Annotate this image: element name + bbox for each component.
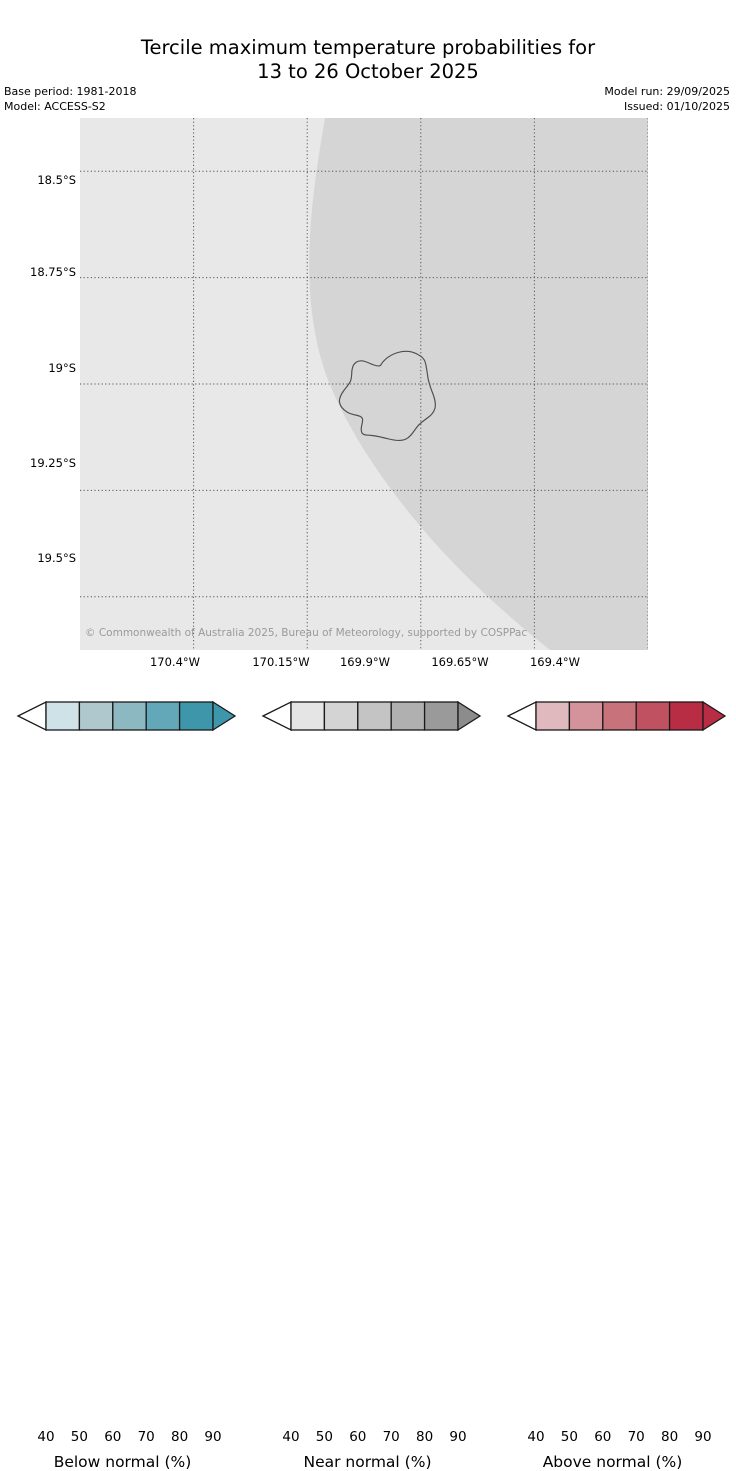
- colorbar-above-normal-ticks: 40 50 60 70 80 90: [490, 1429, 735, 1447]
- cbar1-tick-0: 40: [282, 1429, 300, 1445]
- ytick-label-0: 18.5°S: [37, 173, 76, 187]
- cbar2-under-arrow: [506, 700, 537, 732]
- cbar0-tick-0: 40: [37, 1429, 55, 1445]
- cbar0-swatch-3: [145, 701, 181, 731]
- cbar1-tick-3: 70: [382, 1429, 400, 1445]
- issued-text: Issued: 01/10/2025: [623, 100, 730, 113]
- model-text: Model: ACCESS-S2: [4, 100, 106, 113]
- colorbar-below-normal-ticks: 40 50 60 70 80 90: [0, 1429, 245, 1447]
- cbar0-tick-2: 60: [104, 1429, 122, 1445]
- colorbar-below-normal[interactable]: 40 50 60 70 80 90 Below normal (%): [0, 695, 245, 1471]
- island-coastline: [338, 350, 436, 442]
- cbar2-swatch-3: [635, 701, 671, 731]
- cbar0-tick-3: 70: [137, 1429, 155, 1445]
- cbar0-tick-4: 80: [171, 1429, 189, 1445]
- cbar1-swatch-4: [423, 701, 459, 731]
- colorbar-near-normal-ticks: 40 50 60 70 80 90: [245, 1429, 490, 1447]
- xtick-label-1: 170.15°W: [252, 655, 310, 669]
- xtick-label-3: 169.65°W: [431, 655, 489, 669]
- cbar1-swatch-0: [290, 701, 326, 731]
- map-canvas[interactable]: © Commonwealth of Australia 2025, Bureau…: [80, 118, 648, 650]
- cbar2-tick-4: 80: [661, 1429, 679, 1445]
- colorbar-above-normal-caption: Above normal (%): [542, 1453, 683, 1471]
- cbar0-swatch-2: [112, 701, 147, 731]
- map-gridlines: [80, 118, 648, 650]
- cbar0-under-arrow: [16, 700, 47, 732]
- colorbar-near-normal[interactable]: 40 50 60 70 80 90 Near normal (%): [245, 695, 490, 1471]
- metadata-left: Base period: 1981-2018 Model: ACCESS-S2: [4, 84, 136, 114]
- cbar1-tick-5: 90: [449, 1429, 467, 1445]
- cbar2-swatch-4: [668, 701, 704, 731]
- page-title: Tercile maximum temperature probabilitie…: [140, 36, 596, 83]
- cbar2-swatch-1: [568, 701, 604, 731]
- cbar1-under-arrow: [261, 700, 292, 732]
- colorbar-below-normal-caption: Below normal (%): [53, 1453, 192, 1471]
- ytick-label-2: 19°S: [48, 361, 76, 375]
- cbar1-over-arrow: [457, 700, 482, 732]
- cbar2-over-arrow: [702, 700, 727, 732]
- cbar0-swatch-0: [45, 701, 81, 731]
- colorbar-below-normal-swatches[interactable]: [0, 695, 245, 737]
- cbar1-swatch-2: [357, 701, 392, 731]
- ytick-label-3: 19.25°S: [30, 456, 76, 470]
- cbar0-over-arrow: [212, 700, 237, 732]
- colorbar-near-normal-swatches[interactable]: [245, 695, 490, 737]
- cbar0-tick-1: 50: [70, 1429, 88, 1445]
- cbar0-swatch-4: [178, 701, 214, 731]
- cbar0-tick-5: 90: [204, 1429, 222, 1445]
- xtick-label-4: 169.4°W: [529, 655, 581, 669]
- cbar1-tick-2: 60: [349, 1429, 367, 1445]
- ytick-label-4: 19.5°S: [37, 551, 76, 565]
- colorbar-above-normal-swatches[interactable]: [490, 695, 735, 737]
- xtick-label-0: 170.4°W: [149, 655, 201, 669]
- ytick-label-1: 18.75°S: [30, 265, 76, 279]
- base-period-text: Base period: 1981-2018: [4, 85, 137, 98]
- cbar2-swatch-0: [535, 701, 571, 731]
- cbar2-tick-2: 60: [594, 1429, 612, 1445]
- map-panel[interactable]: © Commonwealth of Australia 2025, Bureau…: [80, 118, 648, 650]
- probability-region-dark: [309, 118, 648, 650]
- cbar1-tick-1: 50: [315, 1429, 333, 1445]
- xtick-label-2: 169.9°W: [339, 655, 391, 669]
- cbar0-swatch-1: [78, 701, 114, 731]
- cbar2-tick-5: 90: [694, 1429, 712, 1445]
- cbar2-tick-0: 40: [527, 1429, 545, 1445]
- cbar1-swatch-1: [323, 701, 359, 731]
- cbar2-tick-1: 50: [560, 1429, 578, 1445]
- metadata-right: Model run: 29/09/2025 Issued: 01/10/2025: [604, 84, 730, 114]
- model-run-text: Model run: 29/09/2025: [604, 85, 730, 98]
- copyright-text: © Commonwealth of Australia 2025, Bureau…: [85, 627, 527, 639]
- cbar1-tick-4: 80: [416, 1429, 434, 1445]
- colorbar-above-normal[interactable]: 40 50 60 70 80 90 Above normal (%): [490, 695, 735, 1471]
- cbar1-swatch-3: [390, 701, 426, 731]
- header: Tercile maximum temperature probabilitie…: [0, 0, 736, 118]
- colorbar-near-normal-caption: Near normal (%): [303, 1453, 432, 1471]
- cbar2-swatch-2: [602, 701, 637, 731]
- cbar2-tick-3: 70: [627, 1429, 645, 1445]
